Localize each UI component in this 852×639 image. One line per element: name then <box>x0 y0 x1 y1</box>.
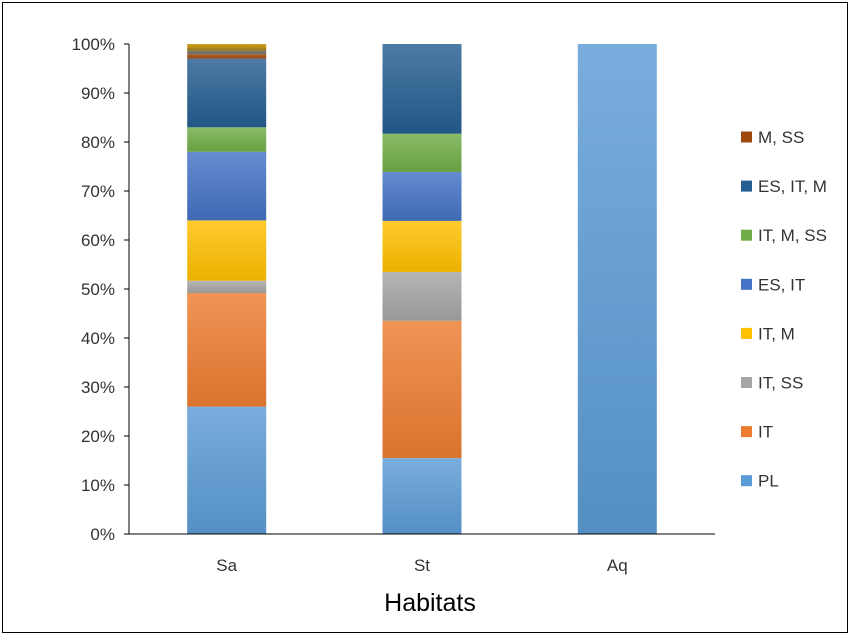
y-tick-label: 0% <box>90 525 115 544</box>
legend-swatch <box>741 132 752 143</box>
y-tick-label: 100% <box>72 35 115 54</box>
legend-swatch <box>741 328 752 339</box>
bar-segment-sa-0 <box>187 407 266 534</box>
bar-segment-aq-0 <box>578 44 657 534</box>
legend-item: M, SS <box>741 128 804 147</box>
legend-swatch <box>741 377 752 388</box>
bar-segment-sa-3 <box>187 220 266 280</box>
bar-segment-st-0 <box>383 458 462 534</box>
bar-segment-sa-4 <box>187 152 266 221</box>
legend-item: ES, IT, M <box>741 177 827 196</box>
bar-segment-st-5 <box>383 134 462 172</box>
legend-swatch <box>741 230 752 241</box>
bar-segment-st-4 <box>383 172 462 221</box>
y-tick-label: 40% <box>81 329 115 348</box>
legend-swatch <box>741 426 752 437</box>
y-tick-label: 90% <box>81 84 115 103</box>
legend-label: M, SS <box>758 128 804 147</box>
legend-item: PL <box>741 472 779 491</box>
bar-segment-sa-10 <box>187 44 266 48</box>
bar-segment-st-1 <box>383 321 462 458</box>
legend-label: PL <box>758 472 779 491</box>
legend-item: IT, SS <box>741 374 803 393</box>
legend-item: IT, M <box>741 324 795 343</box>
legend-swatch <box>741 279 752 290</box>
legend-item: ES, IT <box>741 275 805 294</box>
bar-segment-sa-1 <box>187 293 266 407</box>
legend-label: IT, SS <box>758 374 803 393</box>
x-tick-label: Aq <box>607 556 628 575</box>
bar-segment-sa-5 <box>187 127 266 152</box>
legend-label: IT, M, SS <box>758 226 827 245</box>
legend-swatch <box>741 475 752 486</box>
legend-label: ES, IT <box>758 275 805 294</box>
y-tick-label: 80% <box>81 133 115 152</box>
legend-item: IT <box>741 423 773 442</box>
bar-segment-sa-8 <box>187 51 266 54</box>
bar-segment-sa-6 <box>187 59 266 128</box>
legend-item: IT, M, SS <box>741 226 827 245</box>
y-tick-label: 10% <box>81 476 115 495</box>
y-tick-label: 30% <box>81 378 115 397</box>
bar-segment-sa-2 <box>187 281 266 293</box>
legend-label: ES, IT, M <box>758 177 827 196</box>
y-tick-label: 50% <box>81 280 115 299</box>
x-axis-title: Habitats <box>384 589 476 617</box>
bar-segment-st-6 <box>383 44 462 134</box>
x-tick-label: Sa <box>216 556 237 575</box>
stacked-bar-chart: 0%10%20%30%40%50%60%70%80%90%100%Sa St Aq … <box>3 3 849 634</box>
x-tick-label: St <box>414 556 430 575</box>
bar-segment-st-2 <box>383 272 462 321</box>
legend-label: IT, M <box>758 324 795 343</box>
bar-segment-st-3 <box>383 221 462 272</box>
legend-swatch <box>741 181 752 192</box>
legend-label: IT <box>758 423 773 442</box>
y-tick-label: 60% <box>81 231 115 250</box>
y-tick-label: 70% <box>81 182 115 201</box>
bar-segment-sa-9 <box>187 48 266 51</box>
bar-segment-sa-7 <box>187 54 266 59</box>
y-tick-label: 20% <box>81 427 115 446</box>
